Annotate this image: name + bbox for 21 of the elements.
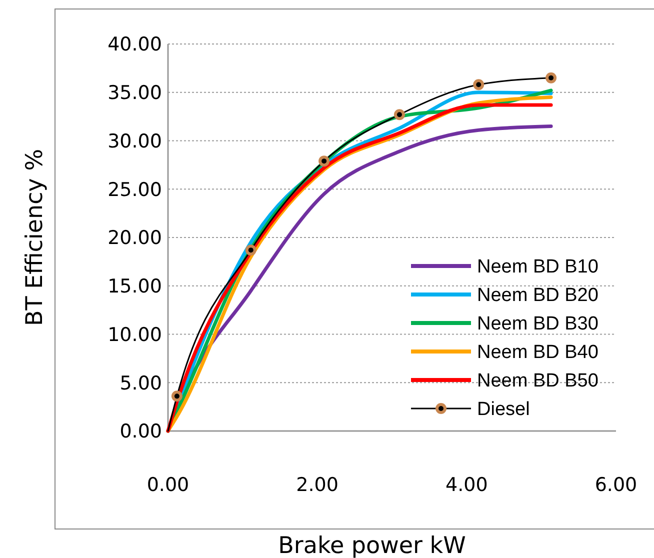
y-axis-title: BT Efficiency %	[22, 148, 48, 326]
y-tick-label: 35.00	[108, 82, 162, 104]
x-tick-label: 2.00	[296, 474, 338, 496]
y-tick-label: 10.00	[108, 324, 162, 346]
y-tick-label: 25.00	[108, 178, 162, 201]
y-tick-label: 40.00	[108, 34, 162, 56]
x-tick-label: 6.00	[594, 474, 638, 496]
legend-label: Neem BD B30	[477, 314, 598, 335]
x-axis-title: Brake power kW	[278, 533, 466, 558]
y-tick-label: 30.00	[108, 130, 162, 152]
y-tick-label: 5.00	[120, 372, 162, 394]
legend-label: Diesel	[477, 399, 530, 420]
y-tick-label: 15.00	[108, 276, 162, 298]
legend-label: Neem BD B10	[477, 256, 598, 278]
x-tick-label: 4.00	[446, 474, 488, 496]
legend-label: Neem BD B40	[477, 342, 598, 364]
y-tick-label: 20.00	[108, 227, 162, 250]
legend-label: Neem BD B50	[477, 370, 598, 392]
legend-label: Neem BD B20	[477, 285, 598, 306]
x-tick-label: 0.00	[146, 474, 190, 496]
y-tick-label: 0.00	[120, 420, 162, 443]
